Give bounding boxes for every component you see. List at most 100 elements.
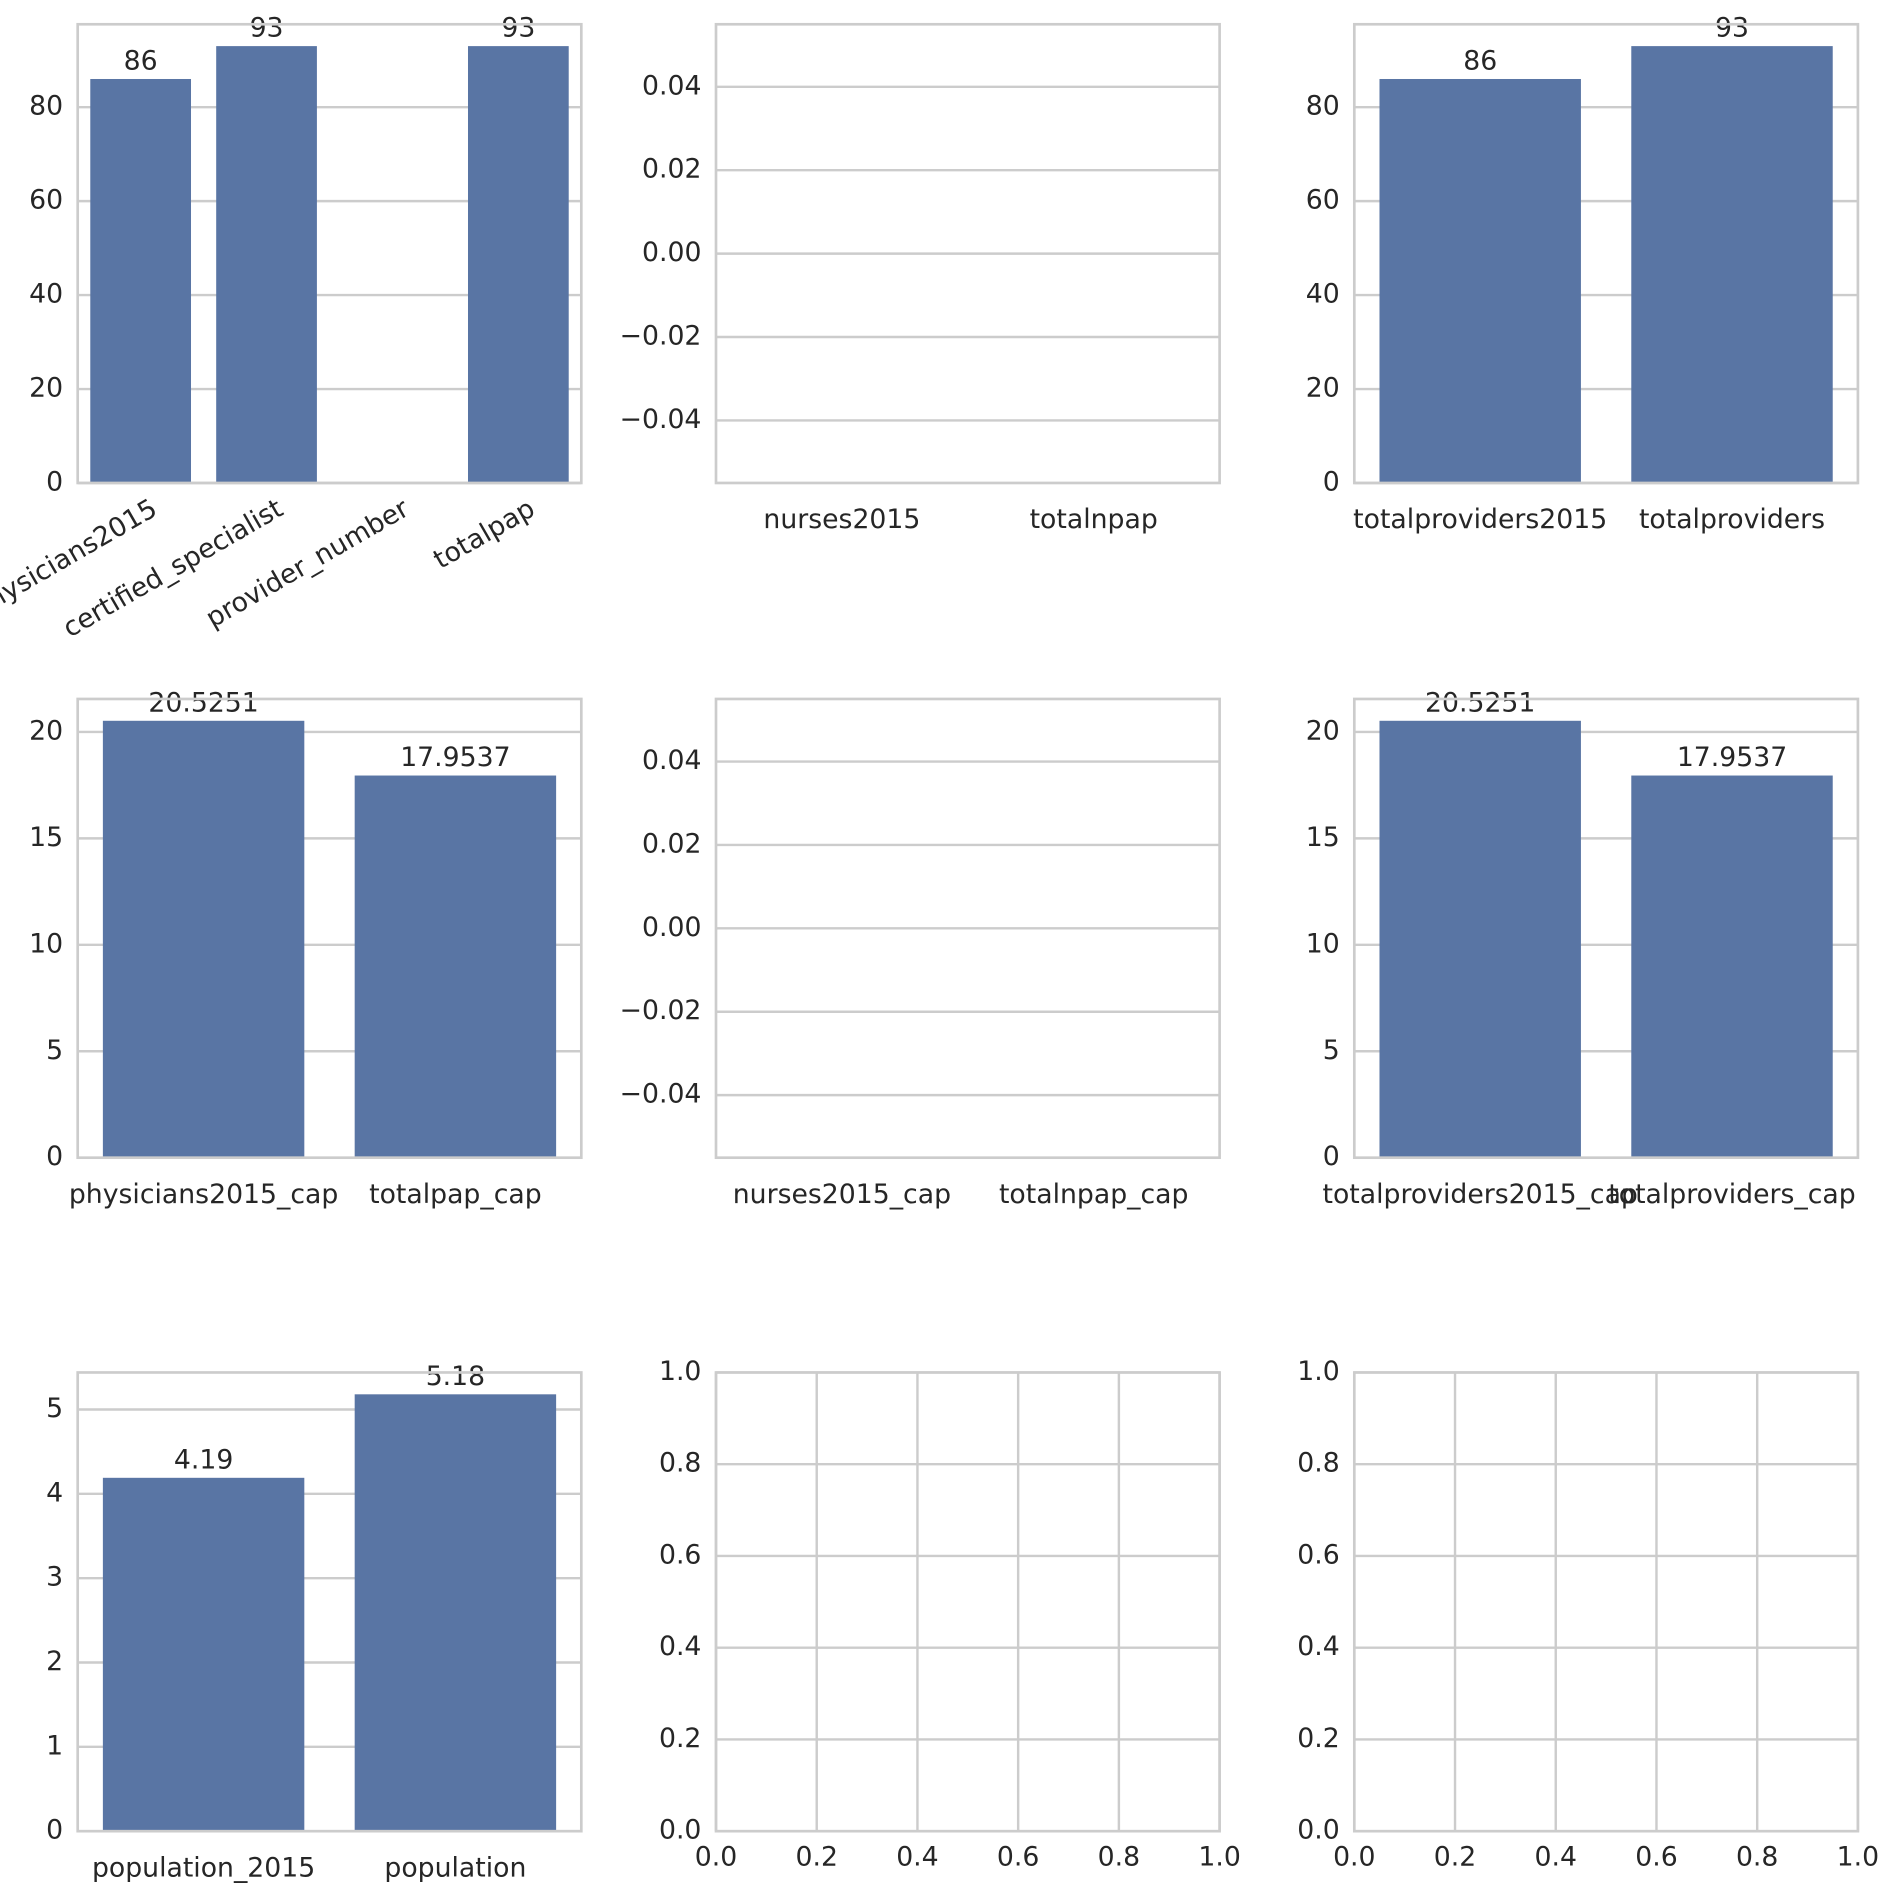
- y-tick-label: 2: [46, 1646, 63, 1677]
- x-tick-label: totalnpap: [1030, 504, 1158, 535]
- x-tick-label: 1.0: [1198, 1841, 1240, 1872]
- y-tick-label: 3: [46, 1562, 63, 1593]
- bar: [1631, 775, 1833, 1158]
- x-tick-label: nurses2015_cap: [733, 1179, 951, 1210]
- x-tick-label: 1.0: [1837, 1841, 1879, 1872]
- axes-frame: [714, 22, 1221, 485]
- y-tick-label: 5: [1323, 1035, 1340, 1066]
- value-label: 93: [250, 13, 284, 44]
- value-label: 17.9537: [400, 742, 510, 773]
- axes-frame: [1352, 1371, 1860, 1833]
- y-tick-label: 0.04: [642, 70, 701, 101]
- y-tick-label: 20: [1306, 715, 1340, 746]
- x-tick-label: 0.6: [997, 1841, 1039, 1872]
- bar: [1631, 46, 1833, 483]
- bar: [102, 1477, 305, 1832]
- value-label: 86: [1463, 46, 1497, 77]
- y-tick-label: 0: [1323, 466, 1340, 497]
- bar: [1379, 78, 1581, 483]
- x-tick-label: totalproviders2015_cap: [1323, 1179, 1638, 1210]
- y-tick-label: 0.00: [642, 237, 701, 268]
- bar: [216, 46, 317, 483]
- x-tick-label: population: [384, 1852, 526, 1883]
- y-tick-label: 15: [29, 822, 63, 853]
- value-label: 4.19: [174, 1444, 233, 1475]
- value-label: 93: [501, 13, 535, 44]
- y-tick-label: 5: [46, 1035, 63, 1066]
- x-tick-label: 0.2: [795, 1841, 837, 1872]
- value-label: 17.9537: [1677, 742, 1787, 773]
- y-tick-label: 0.02: [642, 828, 701, 859]
- bar: [102, 720, 305, 1158]
- x-tick-label: physicians2015_cap: [69, 1179, 338, 1210]
- value-label: 93: [1715, 13, 1749, 44]
- x-tick-label: population_2015: [92, 1852, 315, 1883]
- y-tick-label: 0.4: [1297, 1631, 1339, 1662]
- x-tick-label: 0.8: [1098, 1841, 1140, 1872]
- y-tick-label: 15: [1306, 822, 1340, 853]
- y-tick-label: 0: [46, 1815, 63, 1846]
- y-tick-label: −0.02: [620, 995, 702, 1026]
- y-tick-label: −0.02: [620, 321, 702, 352]
- y-tick-label: 0.6: [659, 1539, 701, 1570]
- y-tick-label: −0.04: [620, 404, 702, 435]
- axes-frame: [1352, 697, 1860, 1160]
- x-tick-label: totalnpap_cap: [999, 1179, 1188, 1210]
- x-tick-label: 0.0: [695, 1841, 737, 1872]
- axes-frame: [76, 1371, 583, 1833]
- y-tick-label: 0.6: [1297, 1539, 1339, 1570]
- y-tick-label: 0.0: [1297, 1815, 1339, 1846]
- y-tick-label: 1: [46, 1730, 63, 1761]
- y-tick-label: 0.00: [642, 912, 701, 943]
- x-tick-label: 0.4: [896, 1841, 938, 1872]
- y-tick-label: 0.2: [1297, 1723, 1339, 1754]
- y-tick-label: 60: [1306, 185, 1340, 216]
- y-tick-label: 1.0: [659, 1356, 701, 1387]
- axes-frame: [714, 697, 1221, 1160]
- y-tick-label: 80: [29, 91, 63, 122]
- value-label: 5.18: [426, 1361, 485, 1392]
- y-tick-label: 0: [46, 466, 63, 497]
- x-tick-label: provider_number: [201, 493, 415, 634]
- y-tick-label: 5: [46, 1393, 63, 1424]
- x-tick-label: 0.0: [1333, 1841, 1375, 1872]
- x-tick-label: 0.2: [1434, 1841, 1476, 1872]
- y-tick-label: 40: [29, 279, 63, 310]
- bar: [354, 775, 557, 1158]
- x-tick-label: nurses2015: [763, 504, 920, 535]
- y-tick-label: 0.8: [659, 1448, 701, 1479]
- x-tick-label: 0.8: [1736, 1841, 1778, 1872]
- x-tick-label: totalproviders_cap: [1608, 1179, 1855, 1210]
- x-tick-label: totalpap: [428, 493, 540, 575]
- y-tick-label: 10: [1306, 928, 1340, 959]
- value-label: 20.5251: [1425, 687, 1535, 718]
- bar: [90, 78, 192, 483]
- y-tick-label: 10: [29, 928, 63, 959]
- bar: [354, 1394, 557, 1832]
- axes-frame: [714, 1371, 1221, 1833]
- bar: [1379, 720, 1581, 1158]
- y-tick-label: 0.4: [659, 1631, 701, 1662]
- x-tick-label: totalpap_cap: [369, 1179, 542, 1210]
- y-tick-label: 0.8: [1297, 1448, 1339, 1479]
- y-tick-label: 20: [1306, 373, 1340, 404]
- y-tick-label: 60: [29, 185, 63, 216]
- y-tick-label: 0.2: [659, 1723, 701, 1754]
- y-tick-label: 80: [1306, 91, 1340, 122]
- y-tick-label: −0.04: [620, 1079, 702, 1110]
- y-tick-label: 40: [1306, 279, 1340, 310]
- value-label: 20.5251: [148, 687, 258, 718]
- y-tick-label: 0: [1323, 1141, 1340, 1172]
- x-tick-label: 0.6: [1635, 1841, 1677, 1872]
- x-tick-label: 0.4: [1535, 1841, 1577, 1872]
- axes-frame: [76, 697, 583, 1160]
- y-tick-label: 0.04: [642, 745, 701, 776]
- y-tick-label: 1.0: [1297, 1356, 1339, 1387]
- y-tick-label: 0: [46, 1141, 63, 1172]
- y-tick-label: 20: [29, 715, 63, 746]
- y-tick-label: 4: [46, 1477, 63, 1508]
- x-tick-label: totalproviders2015: [1353, 504, 1607, 535]
- bar: [467, 46, 569, 483]
